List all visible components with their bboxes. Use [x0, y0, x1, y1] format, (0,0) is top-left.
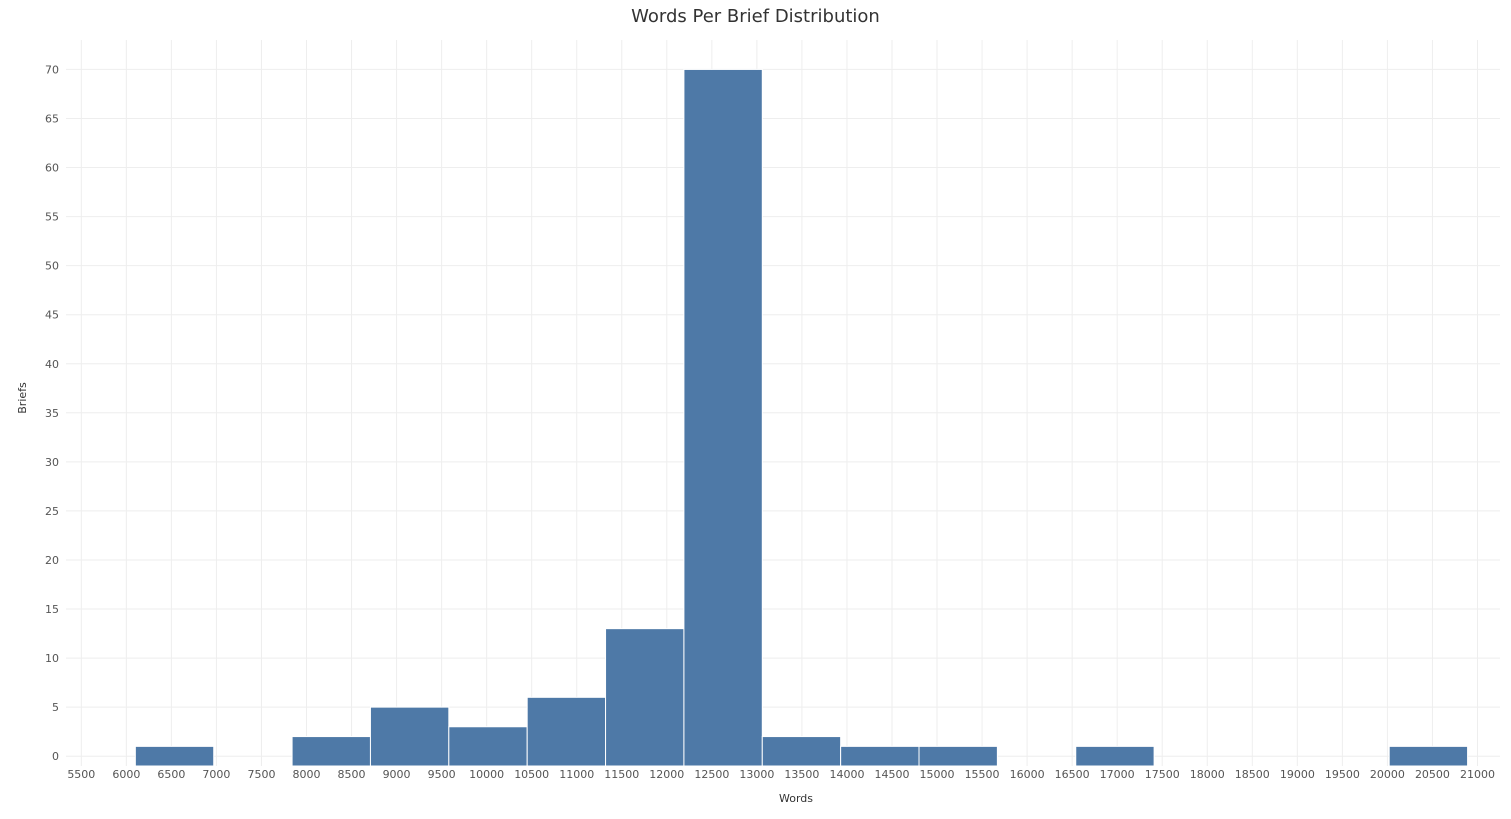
x-tick-label: 20500	[1415, 768, 1450, 781]
y-tick-label: 25	[45, 505, 59, 518]
y-tick-label: 30	[45, 456, 59, 469]
histogram-bar[interactable]	[761, 736, 842, 767]
histogram-bar[interactable]	[683, 68, 763, 767]
y-axis-title: Briefs	[16, 382, 29, 414]
grid-layer	[66, 40, 1500, 766]
x-tick-label: 5500	[67, 768, 95, 781]
x-tick-label: 6000	[112, 768, 140, 781]
x-tick-label: 14000	[829, 768, 864, 781]
chart-title: Words Per Brief Distribution	[631, 6, 880, 27]
y-tick-label: 70	[45, 63, 59, 76]
y-tick-label: 60	[45, 162, 59, 175]
histogram-bar[interactable]	[840, 745, 920, 767]
x-tick-label: 7500	[247, 768, 275, 781]
x-axis-title: Words	[779, 792, 813, 805]
x-tick-label: 11500	[604, 768, 639, 781]
x-tick-label: 12000	[649, 768, 684, 781]
y-tick-label: 40	[45, 358, 59, 371]
x-tick-label: 7000	[202, 768, 230, 781]
histogram-bar[interactable]	[1388, 745, 1469, 767]
x-tick-label: 15000	[920, 768, 955, 781]
x-axis-ticks: 5500 6000 6500 7000 7500 8000 8500 9000 9500 1000…	[67, 768, 1495, 781]
histogram-bar[interactable]	[1075, 745, 1155, 767]
y-tick-label: 15	[45, 603, 59, 616]
y-tick-label: 55	[45, 211, 59, 224]
histogram-bar[interactable]	[134, 745, 215, 767]
x-tick-label: 18500	[1235, 768, 1270, 781]
x-tick-label: 18000	[1190, 768, 1225, 781]
y-tick-label: 5	[52, 701, 59, 714]
x-tick-label: 13500	[784, 768, 819, 781]
y-tick-label: 65	[45, 112, 59, 125]
x-tick-label: 9000	[383, 768, 411, 781]
x-tick-label: 16000	[1010, 768, 1045, 781]
histogram-bar[interactable]	[526, 696, 607, 767]
x-tick-label: 8000	[293, 768, 321, 781]
x-tick-label: 16500	[1055, 768, 1090, 781]
bars-layer	[134, 68, 1469, 767]
histogram-bar[interactable]	[448, 726, 528, 767]
x-tick-label: 21000	[1460, 768, 1495, 781]
x-tick-label: 17500	[1145, 768, 1180, 781]
y-tick-label: 50	[45, 260, 59, 273]
y-tick-label: 10	[45, 652, 59, 665]
x-tick-label: 13000	[739, 768, 774, 781]
x-tick-label: 11000	[559, 768, 594, 781]
histogram-bar[interactable]	[605, 628, 685, 767]
x-tick-label: 19000	[1280, 768, 1315, 781]
y-axis-ticks: 0 5 10 15 20 25 30 35 40 45 50 55 60 65 70	[45, 63, 59, 763]
x-tick-label: 15500	[965, 768, 1000, 781]
histogram-bar[interactable]	[291, 736, 371, 767]
x-tick-label: 20000	[1370, 768, 1405, 781]
y-tick-label: 35	[45, 407, 59, 420]
y-tick-label: 20	[45, 554, 59, 567]
x-tick-label: 14500	[874, 768, 909, 781]
x-tick-label: 8500	[338, 768, 366, 781]
x-tick-label: 12500	[694, 768, 729, 781]
x-tick-label: 6500	[157, 768, 185, 781]
x-tick-label: 9500	[428, 768, 456, 781]
x-tick-label: 10000	[469, 768, 504, 781]
y-tick-label: 45	[45, 309, 59, 322]
y-tick-label: 0	[52, 750, 59, 763]
x-tick-label: 10500	[514, 768, 549, 781]
histogram-bar[interactable]	[918, 745, 998, 767]
x-tick-label: 19500	[1325, 768, 1360, 781]
x-tick-label: 17000	[1100, 768, 1135, 781]
histogram-bar[interactable]	[369, 706, 450, 767]
